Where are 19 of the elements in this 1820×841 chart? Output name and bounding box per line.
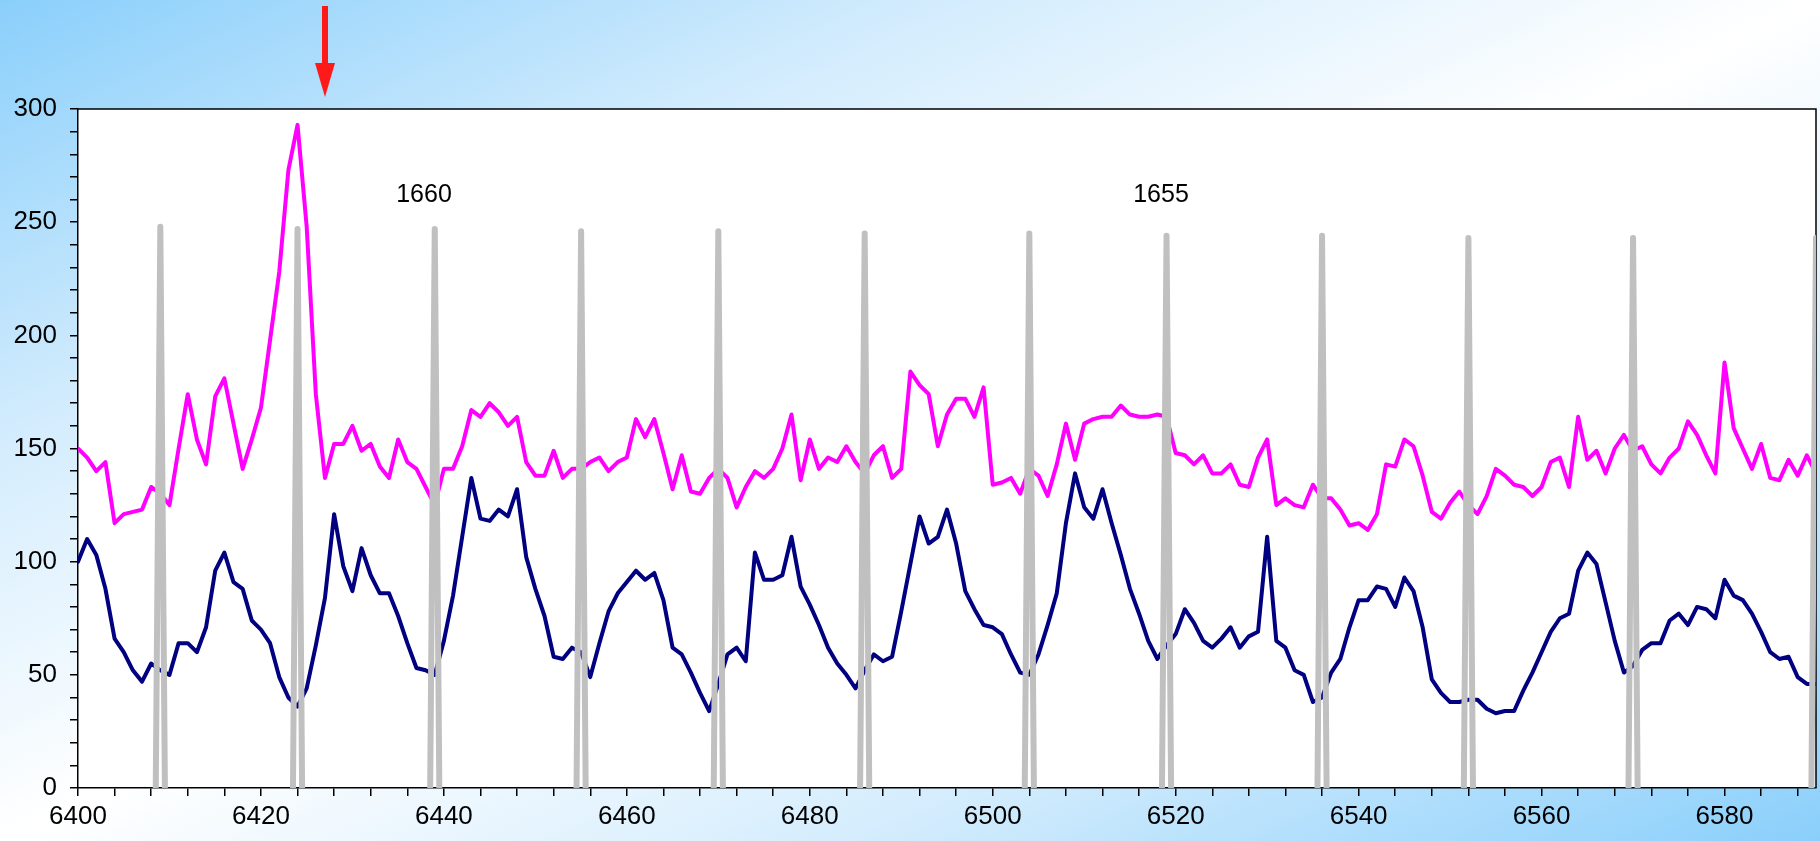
x-tick-label: 6420: [232, 799, 290, 830]
x-tick-label: 6500: [963, 799, 1022, 830]
x-tick-label: 6520: [1146, 799, 1205, 830]
annotation: 1660: [396, 178, 452, 207]
annotation: 1655: [1133, 178, 1189, 207]
x-tick-label: 6440: [414, 799, 473, 830]
x-tick-label: 6480: [780, 799, 839, 830]
y-tick-label: 150: [13, 431, 57, 462]
x-tick-label: 6400: [49, 799, 107, 830]
x-tick-label: 6560: [1512, 799, 1571, 830]
y-tick-label: 250: [13, 205, 57, 236]
x-tick-label: 6540: [1329, 799, 1388, 830]
y-tick-label: 100: [13, 544, 57, 575]
y-tick-label: 300: [13, 92, 57, 123]
y-tick-label: 200: [13, 318, 57, 349]
y-tick-label: 50: [28, 658, 57, 689]
x-tick-label: 6580: [1695, 799, 1754, 830]
x-tick-label: 6460: [597, 799, 656, 830]
y-tick-label: 0: [42, 771, 57, 802]
